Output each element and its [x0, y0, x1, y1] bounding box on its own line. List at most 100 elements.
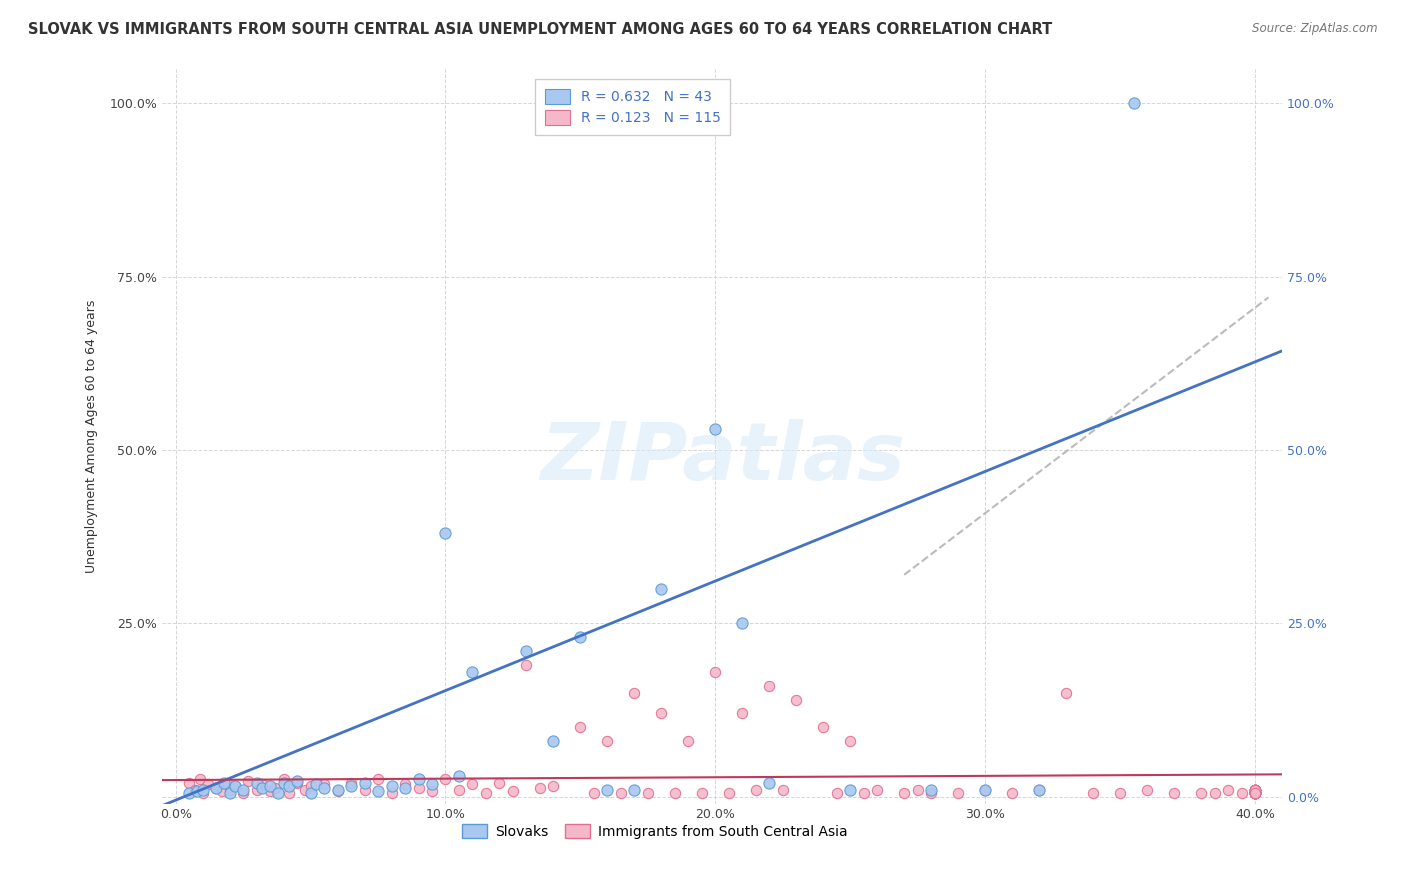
Point — [259, 779, 281, 793]
Point — [1136, 782, 1159, 797]
Point — [1244, 782, 1267, 797]
Point — [543, 734, 565, 748]
Point — [974, 782, 997, 797]
Point — [326, 784, 349, 798]
Point — [1244, 782, 1267, 797]
Point — [1216, 782, 1239, 797]
Point — [285, 774, 308, 789]
Point — [1244, 786, 1267, 800]
Point — [1230, 786, 1253, 800]
Point — [250, 781, 273, 796]
Point — [839, 734, 862, 748]
Point — [1244, 782, 1267, 797]
Point — [1244, 782, 1267, 797]
Point — [1244, 782, 1267, 797]
Point — [569, 630, 592, 644]
Point — [785, 692, 807, 706]
Point — [1244, 786, 1267, 800]
Point — [197, 777, 219, 791]
Point — [218, 782, 240, 797]
Point — [1244, 786, 1267, 800]
Point — [1244, 786, 1267, 800]
Point — [1244, 786, 1267, 800]
Point — [245, 776, 267, 790]
Point — [758, 679, 780, 693]
Point — [1204, 786, 1226, 800]
Point — [1244, 786, 1267, 800]
Point — [273, 776, 295, 790]
Point — [704, 665, 727, 679]
Point — [839, 782, 862, 797]
Point — [245, 782, 267, 797]
Point — [394, 777, 416, 791]
Point — [1244, 782, 1267, 797]
Point — [312, 781, 335, 796]
Y-axis label: Unemployment Among Ages 60 to 64 years: Unemployment Among Ages 60 to 64 years — [86, 300, 98, 573]
Point — [205, 781, 228, 796]
Point — [920, 786, 942, 800]
Point — [188, 772, 211, 787]
Point — [948, 786, 970, 800]
Point — [447, 782, 470, 797]
Text: SLOVAK VS IMMIGRANTS FROM SOUTH CENTRAL ASIA UNEMPLOYMENT AMONG AGES 60 TO 64 YE: SLOVAK VS IMMIGRANTS FROM SOUTH CENTRAL … — [28, 22, 1052, 37]
Point — [183, 782, 205, 797]
Point — [1244, 782, 1267, 797]
Point — [179, 776, 201, 790]
Point — [1054, 686, 1077, 700]
Point — [704, 422, 727, 436]
Point — [907, 782, 929, 797]
Point — [1244, 786, 1267, 800]
Point — [1244, 786, 1267, 800]
Point — [179, 786, 201, 800]
Point — [353, 776, 375, 790]
Point — [1244, 786, 1267, 800]
Point — [1244, 782, 1267, 797]
Point — [610, 786, 633, 800]
Point — [340, 779, 363, 793]
Point — [1244, 786, 1267, 800]
Point — [1244, 786, 1267, 800]
Point — [264, 781, 287, 796]
Point — [690, 786, 713, 800]
Point — [205, 781, 228, 796]
Point — [267, 786, 290, 800]
Point — [596, 734, 619, 748]
Point — [224, 779, 246, 793]
Point — [920, 782, 942, 797]
Point — [1244, 786, 1267, 800]
Point — [312, 777, 335, 791]
Point — [218, 786, 240, 800]
Point — [461, 665, 484, 679]
Point — [974, 782, 997, 797]
Point — [650, 706, 672, 721]
Point — [186, 784, 208, 798]
Point — [502, 784, 524, 798]
Text: Source: ZipAtlas.com: Source: ZipAtlas.com — [1253, 22, 1378, 36]
Point — [434, 772, 457, 787]
Point — [1163, 786, 1185, 800]
Point — [1244, 786, 1267, 800]
Point — [1244, 782, 1267, 797]
Point — [420, 777, 443, 791]
Point — [745, 782, 768, 797]
Point — [1244, 786, 1267, 800]
Point — [367, 772, 389, 787]
Point — [1244, 786, 1267, 800]
Point — [1189, 786, 1212, 800]
Point — [1244, 786, 1267, 800]
Point — [408, 772, 430, 787]
Point — [1244, 786, 1267, 800]
Point — [461, 777, 484, 791]
Point — [717, 786, 740, 800]
Point — [212, 776, 235, 790]
Point — [515, 657, 537, 672]
Point — [408, 781, 430, 796]
Point — [273, 772, 295, 787]
Point — [1244, 782, 1267, 797]
Point — [664, 786, 686, 800]
Point — [1244, 786, 1267, 800]
Point — [852, 786, 875, 800]
Point — [259, 784, 281, 798]
Point — [278, 786, 301, 800]
Point — [1244, 786, 1267, 800]
